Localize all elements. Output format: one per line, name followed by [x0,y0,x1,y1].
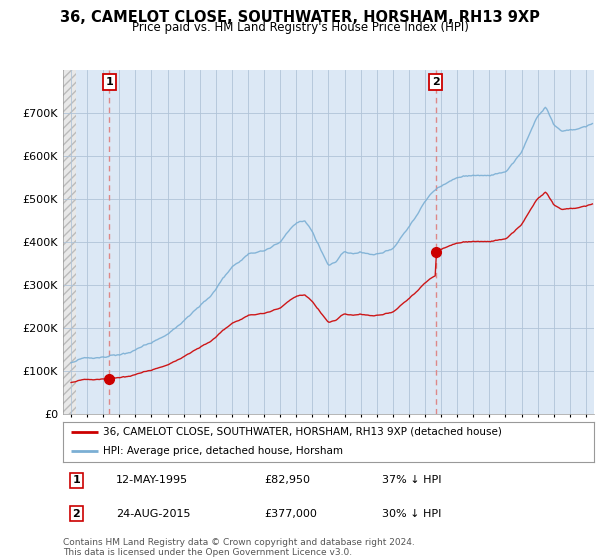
Bar [63,70,76,414]
Text: 2: 2 [73,509,80,519]
Text: 37% ↓ HPI: 37% ↓ HPI [382,475,441,485]
Text: 36, CAMELOT CLOSE, SOUTHWATER, HORSHAM, RH13 9XP (detached house): 36, CAMELOT CLOSE, SOUTHWATER, HORSHAM, … [103,427,502,437]
Text: Contains HM Land Registry data © Crown copyright and database right 2024.
This d: Contains HM Land Registry data © Crown c… [63,538,415,557]
Text: 24-AUG-2015: 24-AUG-2015 [116,509,191,519]
Text: £377,000: £377,000 [265,509,317,519]
Text: 30% ↓ HPI: 30% ↓ HPI [382,509,441,519]
Text: HPI: Average price, detached house, Horsham: HPI: Average price, detached house, Hors… [103,446,343,456]
Text: 12-MAY-1995: 12-MAY-1995 [116,475,188,485]
Text: £82,950: £82,950 [265,475,311,485]
Text: 1: 1 [73,475,80,485]
Text: 1: 1 [106,77,113,87]
Text: 36, CAMELOT CLOSE, SOUTHWATER, HORSHAM, RH13 9XP: 36, CAMELOT CLOSE, SOUTHWATER, HORSHAM, … [60,10,540,25]
Text: Price paid vs. HM Land Registry's House Price Index (HPI): Price paid vs. HM Land Registry's House … [131,21,469,34]
Text: 2: 2 [431,77,439,87]
